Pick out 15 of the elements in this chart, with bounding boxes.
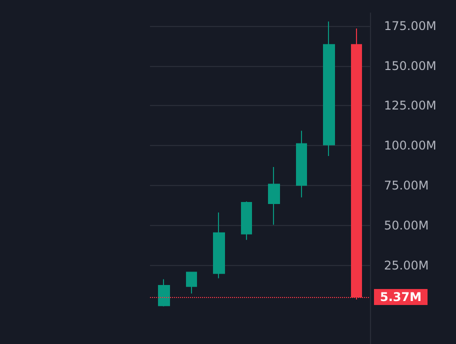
candlestick bbox=[268, 166, 280, 226]
candlestick bbox=[158, 278, 170, 307]
candlestick bbox=[241, 201, 252, 240]
y-tick-label: 125.00M bbox=[384, 98, 436, 113]
y-tick-label: 25.00M bbox=[384, 258, 429, 273]
ref-line-label: 5.37M bbox=[380, 290, 422, 304]
y-tick-label: 100.00M bbox=[384, 138, 436, 153]
candlestick bbox=[186, 272, 197, 294]
y-tick-label: 150.00M bbox=[384, 58, 436, 73]
candlestick bbox=[296, 130, 307, 198]
candlestick bbox=[213, 212, 225, 279]
candlestick bbox=[323, 20, 335, 156]
y-tick-label: 50.00M bbox=[384, 218, 429, 233]
y-tick-label: 75.00M bbox=[384, 178, 429, 193]
y-tick-label: 175.00M bbox=[384, 18, 436, 33]
